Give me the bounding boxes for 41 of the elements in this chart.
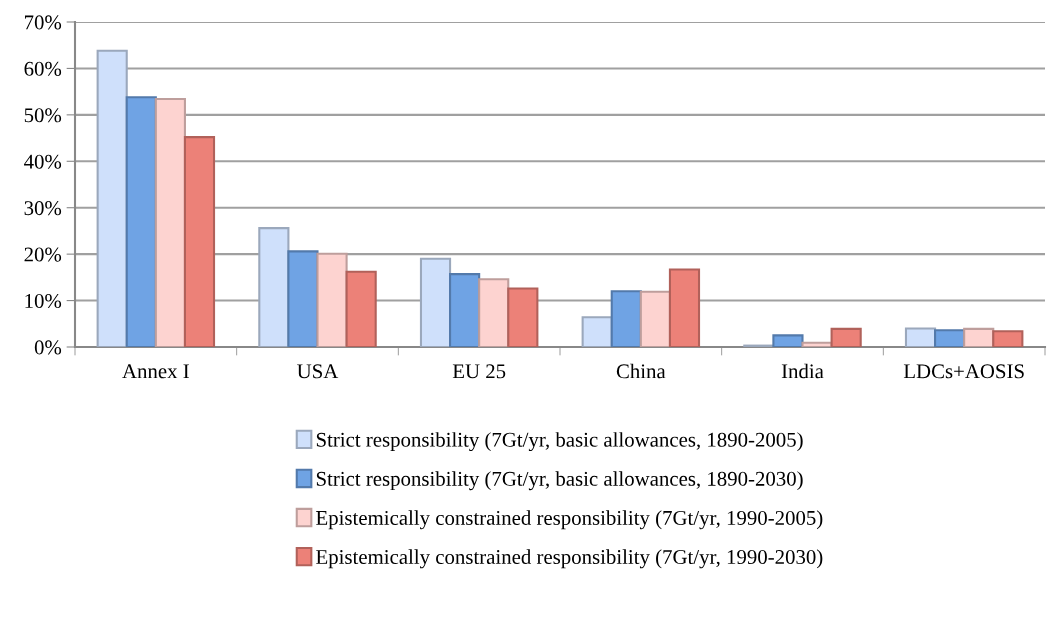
- bar: [287, 250, 319, 347]
- y-tick-label: 20%: [24, 247, 62, 262]
- y-tick-label: 0%: [34, 340, 62, 355]
- bar: [419, 257, 452, 347]
- bar: [183, 136, 216, 347]
- bar: [125, 96, 157, 347]
- legend-label: Strict responsibility (7Gt/yr, basic allowances, 1890-2030): [316, 471, 803, 491]
- y-tick-label: 10%: [25, 293, 62, 309]
- y-tick-label: 40%: [24, 154, 62, 169]
- bar: [316, 252, 348, 347]
- bar: [96, 49, 128, 347]
- bar: [772, 334, 804, 347]
- bar: [801, 341, 833, 347]
- legend-label: Strict responsibility (7Gt/yr, basic allowances, 1890-2005): [316, 432, 803, 452]
- bar: [449, 273, 481, 347]
- bar: [258, 227, 290, 347]
- bar: [934, 329, 966, 347]
- bar: [581, 316, 613, 347]
- bar: [154, 98, 186, 347]
- x-tick-label: China: [616, 363, 666, 379]
- y-tick-label: 70%: [24, 15, 62, 30]
- x-tick-label: India: [781, 363, 824, 379]
- x-tick-label: Annex I: [122, 364, 189, 379]
- y-tick-label: 50%: [24, 108, 62, 123]
- bar: [478, 278, 510, 347]
- y-tick-label: 30%: [24, 201, 62, 216]
- bar: [610, 290, 642, 347]
- legend-label: Epistemically constrained responsibility (7Gt/yr, 1990-2005): [316, 510, 823, 530]
- bar: [904, 327, 937, 347]
- bar: [639, 290, 671, 347]
- x-tick-label: USA: [297, 364, 339, 379]
- bar: [963, 327, 995, 347]
- bar: [992, 330, 1024, 347]
- y-tick-label: 60%: [24, 61, 62, 76]
- bar: [668, 268, 701, 347]
- x-tick-label: EU 25: [452, 364, 506, 379]
- x-tick-label: LDCs+AOSIS: [903, 364, 1024, 379]
- legend-label: Epistemically constrained responsibility (7Gt/yr, 1990-2030): [316, 549, 823, 569]
- bar: [345, 270, 377, 347]
- bar: [507, 287, 539, 347]
- bar: [830, 327, 862, 347]
